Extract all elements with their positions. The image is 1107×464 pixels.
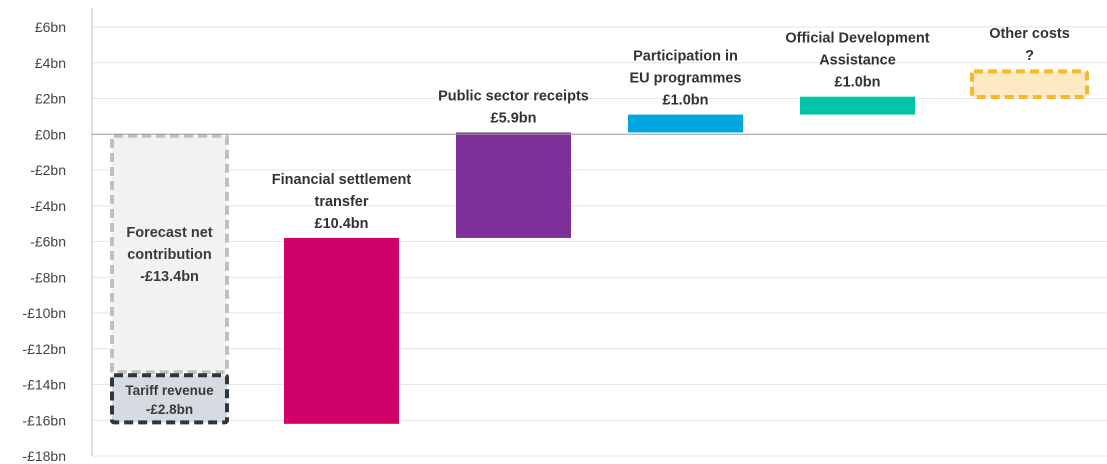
y-tick-label: -£16bn — [22, 412, 66, 428]
y-tick-label: £2bn — [35, 91, 66, 107]
bar-public-sector-receipts — [456, 132, 571, 238]
data-label-financial-settlement-transfer: Financial settlement — [272, 172, 412, 188]
y-tick-labels: £6bn £4bn £2bn £0bn -£2bn -£4bn -£6bn -£8bn -£10… — [22, 19, 66, 464]
bar-tariff-revenue — [110, 373, 229, 425]
data-label-public-sector-receipts: £5.9bn — [491, 110, 537, 126]
gridlines — [92, 26, 1107, 457]
bar-financial-settlement-transfer — [284, 237, 399, 424]
data-labels: Forecast net contribution -£13.4bn Tariff r… — [125, 26, 1069, 417]
data-label-participation-eu-programmes: EU programmes — [629, 71, 741, 87]
data-label-official-development-assistance: Assistance — [819, 53, 896, 69]
bar-forecast-net-contribution — [110, 133, 229, 375]
y-tick-label: -£2bn — [30, 162, 66, 178]
data-label-financial-settlement-transfer: £10.4bn — [315, 216, 369, 232]
data-label-public-sector-receipts: Public sector receipts — [438, 88, 589, 104]
data-label-forecast-net-contribution: contribution — [127, 247, 212, 263]
y-tick-label: £4bn — [35, 55, 66, 71]
data-label-participation-eu-programmes: Participation in — [633, 49, 738, 65]
y-tick-label: -£8bn — [30, 269, 66, 285]
bar-other-costs — [970, 69, 1089, 100]
y-tick-label: -£12bn — [22, 341, 66, 357]
y-tick-label: -£14bn — [22, 377, 66, 393]
data-label-official-development-assistance: Official Development — [785, 31, 929, 47]
y-tick-label: -£4bn — [30, 198, 66, 214]
data-label-forecast-net-contribution: -£13.4bn — [140, 269, 199, 285]
bar-participation-eu-programmes — [628, 114, 743, 133]
y-tick-label: -£10bn — [22, 305, 66, 321]
data-label-other-costs: ? — [1025, 48, 1034, 64]
y-tick-label: £6bn — [35, 19, 66, 35]
y-tick-label: £0bn — [35, 126, 66, 142]
data-label-financial-settlement-transfer: transfer — [315, 194, 369, 210]
y-tick-label: -£6bn — [30, 234, 66, 250]
bar-official-development-assistance — [800, 96, 915, 115]
data-label-official-development-assistance: £1.0bn — [835, 75, 881, 91]
bars — [110, 69, 1089, 425]
y-tick-label: -£18bn — [22, 448, 66, 464]
data-label-forecast-net-contribution: Forecast net — [126, 225, 212, 241]
data-label-tariff-revenue: -£2.8bn — [146, 402, 193, 417]
data-label-tariff-revenue: Tariff revenue — [125, 383, 214, 398]
data-label-participation-eu-programmes: £1.0bn — [663, 93, 709, 109]
data-label-other-costs: Other costs — [989, 26, 1070, 42]
